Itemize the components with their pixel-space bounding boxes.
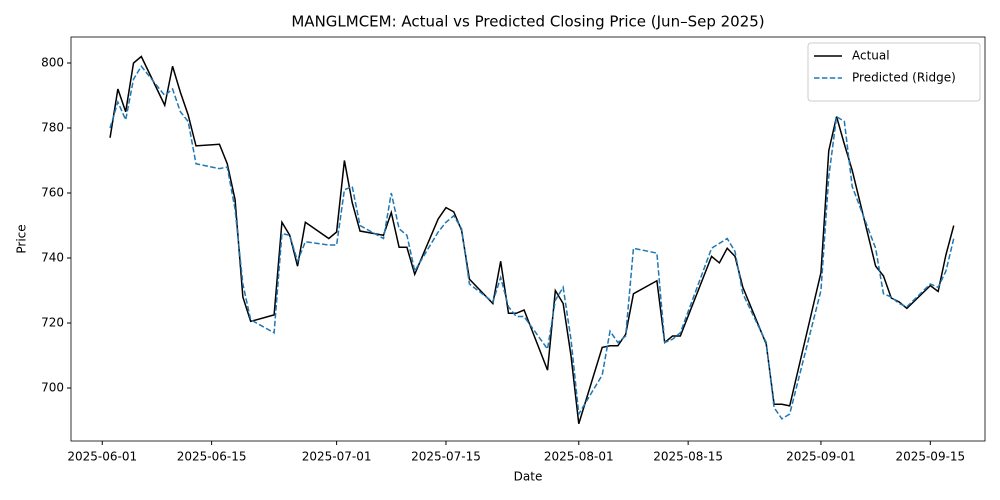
x-tick-label: 2025-08-01 bbox=[544, 450, 614, 464]
x-tick-label: 2025-07-15 bbox=[411, 450, 481, 464]
y-tick-label: 760 bbox=[41, 186, 64, 200]
series-line bbox=[109, 64, 955, 420]
x-tick-label: 2025-06-01 bbox=[67, 450, 137, 464]
plot-frame bbox=[70, 36, 986, 442]
chart-title: MANGLMCEM: Actual vs Predicted Closing P… bbox=[291, 13, 764, 31]
x-tick-label: 2025-09-15 bbox=[895, 450, 965, 464]
y-tick-label: 740 bbox=[41, 251, 64, 265]
y-tick-label: 800 bbox=[41, 56, 64, 70]
legend-label: Actual bbox=[852, 49, 890, 63]
x-tick-label: 2025-09-01 bbox=[786, 450, 856, 464]
series-line bbox=[109, 55, 955, 424]
x-tick-label: 2025-08-15 bbox=[653, 450, 723, 464]
x-axis-label: Date bbox=[514, 470, 543, 484]
x-tick-label: 2025-06-15 bbox=[177, 450, 247, 464]
x-tick-label: 2025-07-01 bbox=[302, 450, 372, 464]
y-tick-label: 780 bbox=[41, 121, 64, 135]
y-tick-label: 720 bbox=[41, 316, 64, 330]
y-tick-label: 700 bbox=[41, 381, 64, 395]
legend-label: Predicted (Ridge) bbox=[852, 71, 956, 85]
legend-box bbox=[807, 42, 981, 102]
y-axis-label: Price bbox=[15, 224, 29, 253]
